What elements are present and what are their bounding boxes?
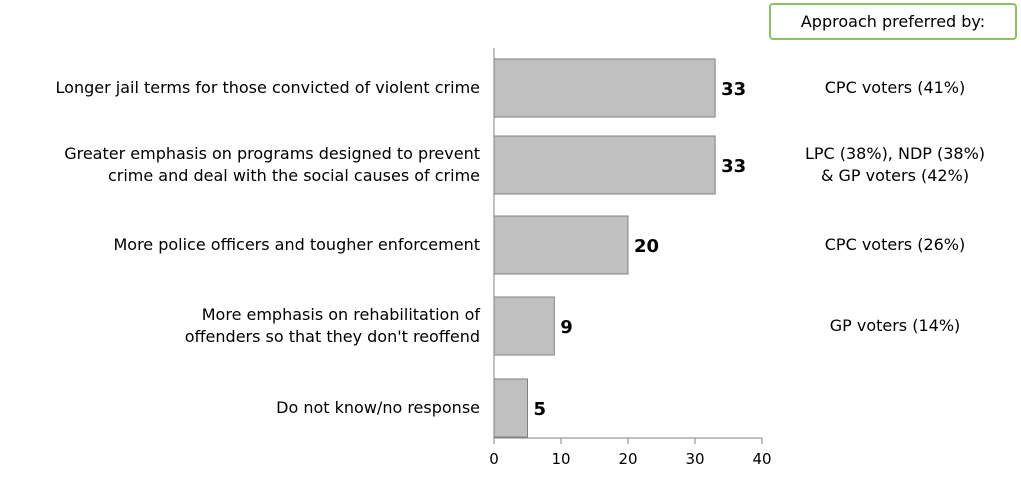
preference-header-text: Approach preferred by: bbox=[800, 12, 986, 31]
category-label: Longer jail terms for those convicted of… bbox=[55, 78, 480, 97]
bar bbox=[493, 135, 716, 195]
bar bbox=[493, 296, 555, 356]
bar bbox=[493, 58, 716, 118]
x-tick-label: 30 bbox=[685, 450, 704, 468]
data-label: 5 bbox=[534, 399, 547, 420]
category-label: Do not know/no response bbox=[276, 398, 480, 417]
data-label: 33 bbox=[721, 156, 746, 177]
data-label: 33 bbox=[721, 79, 746, 100]
preferred-by-label: CPC voters (41%) bbox=[824, 78, 966, 97]
preferred-by-label: LPC (38%), NDP (38%) & GP voters (42%) bbox=[804, 144, 986, 185]
category-label: More police officers and tougher enforce… bbox=[113, 235, 480, 254]
x-tick-label: 0 bbox=[489, 450, 499, 468]
bar bbox=[493, 215, 629, 275]
preference-header: Approach preferred by: bbox=[769, 3, 1017, 40]
category-label: More emphasis on rehabilitation of offend… bbox=[184, 305, 480, 346]
bar bbox=[493, 378, 528, 438]
x-tick-label: 40 bbox=[752, 450, 771, 468]
data-label: 20 bbox=[634, 236, 659, 257]
category-label: Greater emphasis on programs designed to… bbox=[64, 144, 480, 185]
x-tick-label: 20 bbox=[618, 450, 637, 468]
preferred-by-label: CPC voters (26%) bbox=[824, 235, 966, 254]
data-label: 9 bbox=[560, 317, 573, 338]
x-tick-label: 10 bbox=[551, 450, 570, 468]
preferred-by-label: GP voters (14%) bbox=[829, 316, 961, 335]
